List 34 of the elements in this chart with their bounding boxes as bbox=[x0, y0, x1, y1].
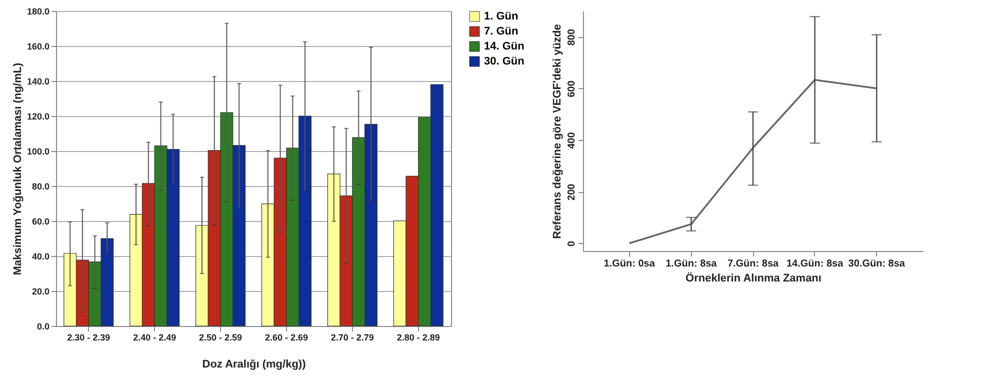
y-tick-label: 100.0 bbox=[26, 146, 50, 156]
y-tick-label: 200 bbox=[566, 183, 578, 200]
y-tick-label: 600 bbox=[566, 80, 578, 98]
x-tick-label: 2.30 - 2.39 bbox=[67, 332, 110, 342]
y-tick-label: 800 bbox=[566, 28, 578, 46]
x-tick-label: 2.60 - 2.69 bbox=[264, 332, 308, 342]
x-tick-label: 7.Gün: 8sa bbox=[727, 258, 779, 270]
y-tick-label: 40.0 bbox=[32, 252, 50, 262]
y-tick-label: 140.0 bbox=[26, 76, 50, 86]
x-axis-title: Örneklerin Alınma Zamanı bbox=[686, 272, 822, 284]
y-tick-label: 20.0 bbox=[32, 286, 50, 296]
legend-label: 1. Gün bbox=[484, 10, 519, 22]
x-tick-label: 2.40 - 2.49 bbox=[133, 332, 176, 342]
legend-label: 30. Gün bbox=[484, 56, 525, 68]
y-tick-label: 0 bbox=[566, 240, 578, 247]
x-tick-label: 14.Gün: 8sa bbox=[786, 258, 844, 270]
legend-label: 14. Gün bbox=[484, 40, 525, 52]
y-tick-label: 180.0 bbox=[26, 6, 50, 16]
x-axis-title: Doz Aralığı (mg/kg)) bbox=[202, 358, 306, 370]
y-tick-label: 0.0 bbox=[36, 322, 50, 332]
legend-label: 7. Gün bbox=[484, 26, 519, 38]
y-tick-label: 160.0 bbox=[26, 42, 50, 52]
y-axis-title: Maksimum Yoğunluk Ortalaması (ng/mL) bbox=[12, 62, 24, 276]
x-tick-label: 2.50 - 2.59 bbox=[199, 332, 242, 342]
y-axis-title: Referans değerine göre VEGF'deki yüzde bbox=[552, 24, 564, 239]
y-tick-label: 80.0 bbox=[32, 182, 50, 192]
x-tick-label: 2.80 - 2.89 bbox=[396, 332, 440, 342]
x-tick-label: 1.Gün: 8sa bbox=[666, 258, 718, 270]
y-tick-label: 400 bbox=[566, 132, 578, 149]
y-tick-label: 60.0 bbox=[32, 216, 50, 226]
x-tick-label: 2.70 - 2.79 bbox=[330, 332, 374, 342]
x-tick-label: 1.Gün: 0sa bbox=[604, 258, 656, 270]
x-tick-label: 30.Gün: 8sa bbox=[848, 258, 906, 270]
y-tick-label: 120.0 bbox=[26, 112, 50, 122]
